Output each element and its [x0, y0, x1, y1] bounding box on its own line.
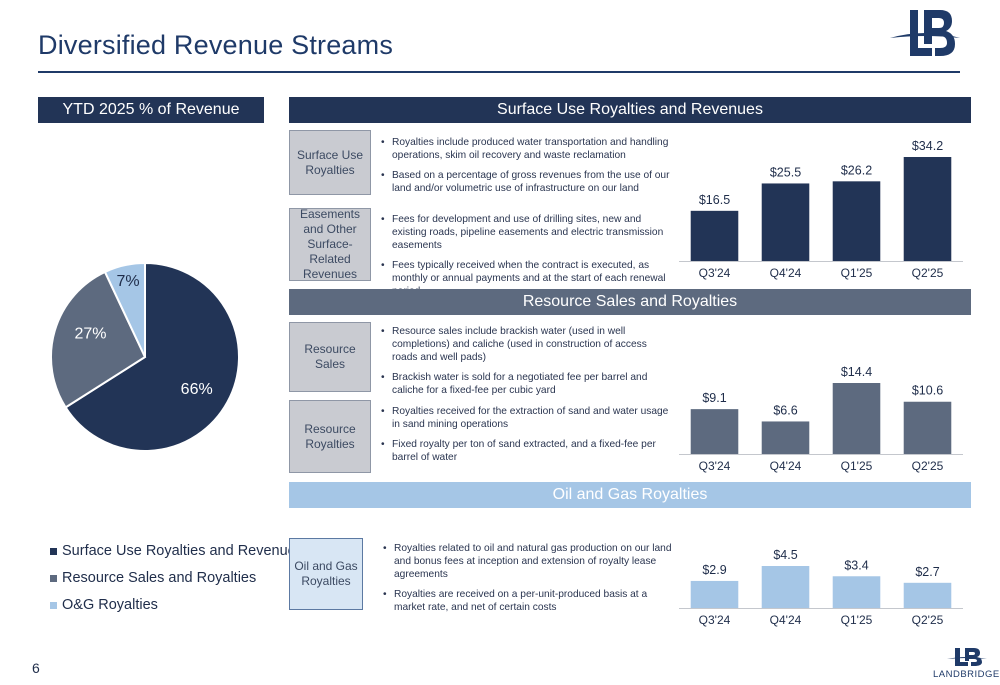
chart-tick-label: Q2'25: [912, 613, 944, 627]
legend-swatch-og: [50, 601, 57, 609]
legend-item-resource: Resource Sales and Royalties: [50, 570, 303, 586]
page-number: 6: [32, 660, 40, 676]
resource-sales-bullets: Resource sales include brackish water (u…: [380, 325, 672, 404]
chart-data-label: $3.4: [844, 558, 868, 572]
pie-data-label: 7%: [117, 273, 140, 290]
chart-data-label: $14.4: [841, 365, 872, 379]
legend-label-resource: Resource Sales and Royalties: [62, 570, 257, 586]
chart-data-label: $25.5: [770, 165, 801, 179]
chart-tick-label: Q2'25: [912, 459, 944, 473]
chart-tick-label: Q3'24: [699, 266, 731, 280]
pie-legend: Surface Use Royalties and Revenues Resou…: [50, 543, 303, 613]
pie-data-label: 66%: [181, 381, 213, 398]
footer-brand-name: LANDBRIDGE: [933, 669, 1000, 680]
chart-bar: [903, 401, 952, 454]
bullet-item: Fees for development and use of drilling…: [380, 213, 672, 252]
footer-logo-mark: [947, 648, 987, 666]
bullet-item: Royalties received for the extraction of…: [380, 405, 672, 431]
chart-bar: [832, 181, 881, 261]
chart-tick-label: Q4'24: [770, 459, 802, 473]
bullet-item: Royalties related to oil and natural gas…: [382, 542, 672, 581]
resource-royalties-label: Resource Royalties: [289, 400, 371, 473]
chart-data-label: $9.1: [702, 391, 726, 405]
resource-section-header: Resource Sales and Royalties: [289, 289, 971, 315]
surface-use-royalties-bullets: Royalties include produced water transpo…: [380, 136, 672, 202]
chart-bar: [690, 580, 739, 608]
chart-data-label: $6.6: [773, 403, 797, 417]
chart-bar: [690, 409, 739, 454]
chart-data-label: $2.9: [702, 563, 726, 577]
pie-slice: [50, 270, 147, 409]
chart-bar: [761, 183, 810, 261]
chart-bar: [761, 421, 810, 454]
chart-data-label: $16.5: [699, 193, 730, 207]
chart-data-label: $34.2: [912, 139, 943, 153]
landbridge-footer-logo: LANDBRIDGE: [930, 646, 1000, 682]
chart-bar: [903, 157, 952, 261]
pie-slice: [103, 261, 146, 358]
resource-royalties-bullets: Royalties received for the extraction of…: [380, 405, 672, 471]
chart-bar: [761, 566, 810, 608]
oilgas-section-header: Oil and Gas Royalties: [289, 482, 971, 508]
legend-item-surface: Surface Use Royalties and Revenues: [50, 543, 303, 559]
bullet-item: Royalties include produced water transpo…: [380, 136, 672, 162]
resource-bar-chart: $9.1 Q3'24 $6.6 Q4'24 $14.4 Q1'25 $10.6 Q2'25: [679, 365, 963, 473]
bullet-item: Resource sales include brackish water (u…: [380, 325, 672, 364]
revenue-pie-chart: 66% 27% 7%: [50, 261, 240, 452]
chart-data-label: $4.5: [773, 548, 797, 562]
surface-use-royalties-label: Surface Use Royalties: [289, 130, 371, 195]
surface-bar-chart: $16.5 Q3'24 $25.5 Q4'24 $26.2 Q1'25 $34.2 Q2'25: [679, 139, 963, 280]
chart-tick-label: Q4'24: [770, 266, 802, 280]
chart-tick-label: Q2'25: [912, 266, 944, 280]
chart-tick-label: Q1'25: [841, 459, 873, 473]
chart-data-label: $10.6: [912, 384, 943, 398]
chart-tick-label: Q4'24: [770, 613, 802, 627]
easements-label: Easements and Other Surface-Related Reve…: [289, 207, 371, 281]
chart-data-label: $2.7: [915, 565, 939, 579]
pie-slice: [64, 261, 240, 452]
pie-data-label: 27%: [74, 326, 106, 343]
chart-tick-label: Q1'25: [841, 266, 873, 280]
chart-bar: [690, 210, 739, 261]
resource-sales-label: Resource Sales: [289, 322, 371, 392]
bullet-item: Fixed royalty per ton of sand extracted,…: [380, 438, 672, 464]
oil-gas-royalties-label: Oil and Gas Royalties: [289, 538, 363, 610]
page-title: Diversified Revenue Streams: [38, 30, 394, 60]
title-divider: [38, 71, 960, 73]
chart-bar: [832, 576, 881, 608]
bullet-item: Based on a percentage of gross revenues …: [380, 169, 672, 195]
ytd-revenue-header: YTD 2025 % of Revenue: [38, 97, 264, 123]
oil-gas-royalties-bullets: Royalties related to oil and natural gas…: [382, 542, 672, 621]
chart-tick-label: Q1'25: [841, 613, 873, 627]
chart-bar: [903, 582, 952, 608]
legend-swatch-surface: [50, 547, 57, 555]
chart-data-label: $26.2: [841, 163, 872, 177]
oilgas-bar-chart: $2.9 Q3'24 $4.5 Q4'24 $3.4 Q1'25 $2.7 Q2'25: [679, 548, 963, 627]
landbridge-logo: [890, 10, 960, 56]
chart-bar: [832, 383, 881, 454]
legend-label-surface: Surface Use Royalties and Revenues: [62, 543, 303, 559]
chart-tick-label: Q3'24: [699, 613, 731, 627]
legend-swatch-resource: [50, 574, 57, 582]
surface-section-header: Surface Use Royalties and Revenues: [289, 97, 971, 123]
chart-tick-label: Q3'24: [699, 459, 731, 473]
bullet-item: Royalties are received on a per-unit-pro…: [382, 588, 672, 614]
legend-item-og: O&G Royalties: [50, 597, 303, 613]
bullet-item: Brackish water is sold for a negotiated …: [380, 371, 672, 397]
legend-label-og: O&G Royalties: [62, 597, 158, 613]
